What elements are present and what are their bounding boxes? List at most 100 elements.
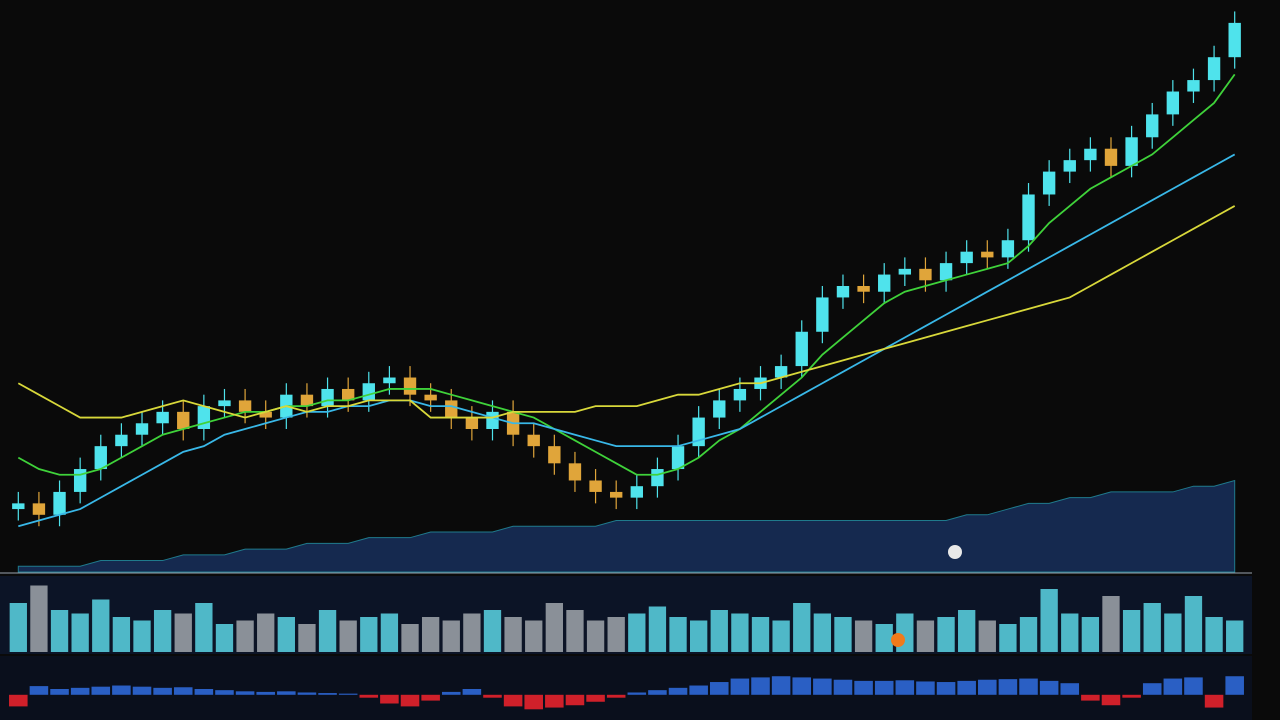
indicator-bar [957,680,976,695]
indicator-bar [565,694,585,706]
candle-body [238,400,252,412]
area [17,479,1236,573]
volume-bar [318,610,337,652]
indicator-bar [153,687,172,695]
volume-bar [360,617,378,652]
indicator-bar [483,694,502,698]
indicator-bar [606,694,626,698]
volume-bar [277,617,295,652]
volume-bar [92,599,110,652]
indicator-bar [70,687,90,695]
indicator-bar [586,694,605,702]
candle-body [527,434,540,447]
indicator-bar [1184,677,1203,695]
candle-body [568,463,582,481]
indicator-bar [132,686,152,695]
indicator-bar [771,676,791,695]
volume-bar [483,610,502,652]
candle-body [836,286,850,298]
indicator-bar [648,690,667,695]
volume-bar [916,620,935,652]
candle-body [465,417,479,429]
indicator-bar [709,682,729,695]
candle-body [300,394,314,407]
candle-body [53,491,66,515]
volume-bar [793,603,811,652]
volume-bar [813,613,832,652]
candle-body [32,503,46,515]
volume-bar [257,613,275,652]
candle-body [341,388,355,401]
candle-body [197,406,211,429]
volume-bar [1102,596,1120,652]
volume-bar [999,624,1017,652]
candle-body [733,388,747,401]
volume-bar [525,620,543,652]
candle-body [135,423,149,435]
volume-bar [195,603,213,652]
volume-bar [1061,613,1079,652]
marks [9,11,1244,710]
candle-body [939,263,953,281]
volume-bar [1040,589,1058,652]
candle-body [156,411,169,424]
candle-body [1187,80,1200,92]
volume-bar [463,613,481,652]
volume-bar [710,610,728,652]
moving-average [17,205,1236,419]
indicator-bar [813,678,832,695]
candle-body [1146,114,1159,138]
indicator-bar [441,691,461,695]
volume-bar [648,606,667,652]
indicator-bar [173,687,193,695]
indicator-bar [668,687,688,695]
volume-bar [50,610,69,652]
indicator-bar [895,680,915,695]
candle-body [898,268,912,275]
volume-bar [978,620,996,652]
volume-bar [133,620,151,652]
indicator-bar [978,679,997,695]
candle-body [713,400,726,418]
candle-body [1207,57,1221,81]
candle-body [795,331,808,367]
indicator-bar [194,689,214,695]
volume-bar [834,617,852,652]
indicator-bar [421,694,440,701]
candle-body [73,469,87,492]
candle-body [651,469,664,487]
candle-body [960,251,973,264]
candle-body [424,394,437,401]
volume-bar [628,613,646,652]
candle-body [1063,160,1076,172]
volume-bar [772,620,790,652]
indicator-bar [1019,678,1038,695]
candle-body [919,268,932,281]
volume-bar [566,610,584,652]
indicator-bar [1142,683,1162,695]
volume-bar [30,585,48,652]
indicator-bar [627,692,647,695]
indicator-bar [689,685,708,695]
indicator-bar [256,691,275,695]
indicator-bar [1163,678,1183,695]
volume-bar [875,624,893,652]
candle-body [259,411,272,418]
volume-bar [112,617,131,652]
candle-body [589,480,602,492]
indicator-bar [462,689,482,695]
volume-bar [442,620,460,652]
volume-bar [421,617,440,652]
candle-body [94,446,107,470]
volume-bar [401,624,419,652]
volume-bar [669,617,687,652]
indicator-bar [936,682,956,695]
volume-bar [215,624,234,652]
volume-bar [937,617,955,652]
indicator-bar [874,680,894,695]
indicator-bar [1225,676,1244,695]
indicator-bar [730,678,750,695]
volume-bar [380,613,399,652]
indicator-bar [29,686,49,695]
